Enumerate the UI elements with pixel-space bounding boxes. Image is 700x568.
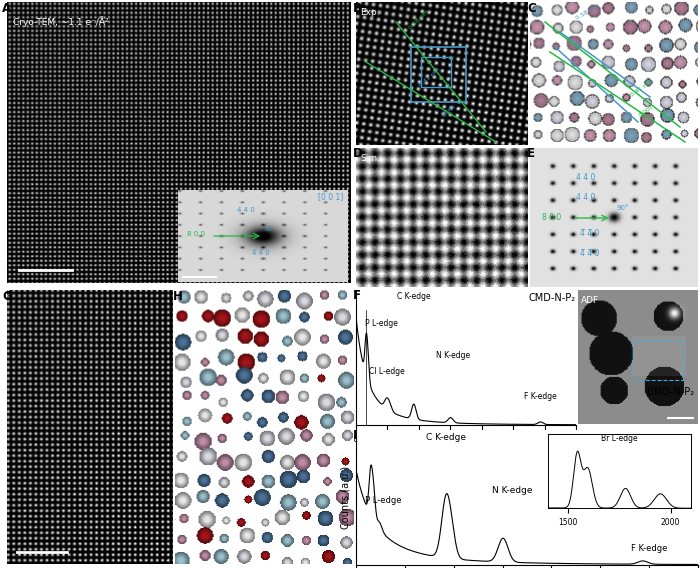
Text: Exp.: Exp. bbox=[360, 8, 379, 17]
Text: Cryo-TEM, ~1.1 e⁻/Å²: Cryo-TEM, ~1.1 e⁻/Å² bbox=[13, 16, 108, 27]
Text: 0.41 nm: 0.41 nm bbox=[418, 67, 440, 88]
Text: 4̅ 4̅ 0: 4̅ 4̅ 0 bbox=[580, 229, 600, 238]
Text: 4 4 0: 4 4 0 bbox=[575, 173, 595, 182]
Text: E: E bbox=[527, 147, 535, 160]
Text: N K-edge: N K-edge bbox=[492, 486, 533, 495]
Text: 8 0 0: 8 0 0 bbox=[188, 231, 205, 237]
Text: CMD-N-P₂: CMD-N-P₂ bbox=[529, 293, 576, 303]
Text: B: B bbox=[353, 2, 362, 15]
Text: [0 0 1]: [0 0 1] bbox=[318, 193, 343, 202]
Text: C K-edge: C K-edge bbox=[397, 292, 430, 301]
Text: 90°: 90° bbox=[265, 227, 276, 232]
Text: P L-edge: P L-edge bbox=[365, 496, 401, 505]
Text: BMD-N-P₂: BMD-N-P₂ bbox=[648, 387, 694, 397]
Text: N K-edge: N K-edge bbox=[436, 351, 470, 360]
Bar bbox=[633, 340, 683, 380]
Text: 0.41 nm: 0.41 nm bbox=[630, 79, 654, 98]
Text: (800): (800) bbox=[638, 105, 655, 118]
Y-axis label: Counts (a.u.): Counts (a.u.) bbox=[342, 328, 351, 387]
Text: A: A bbox=[2, 2, 11, 15]
Text: F: F bbox=[353, 289, 360, 302]
Text: 0.58 nm: 0.58 nm bbox=[575, 4, 600, 21]
Text: P L-edge: P L-edge bbox=[365, 319, 398, 328]
Y-axis label: Counts (a.u.): Counts (a.u.) bbox=[340, 466, 351, 529]
Text: F K-edge: F K-edge bbox=[631, 544, 667, 553]
Text: 4̅ 4̅ 0: 4̅ 4̅ 0 bbox=[580, 249, 600, 258]
Text: 0.58 nm: 0.58 nm bbox=[408, 9, 430, 31]
Text: H: H bbox=[173, 290, 183, 303]
Text: C: C bbox=[527, 2, 536, 15]
Text: 4̅ 4̅ 0: 4̅ 4̅ 0 bbox=[252, 250, 270, 256]
Text: D: D bbox=[353, 147, 363, 160]
Text: ADF: ADF bbox=[581, 296, 599, 305]
Text: C K-edge: C K-edge bbox=[426, 433, 466, 442]
Text: 4 4 0: 4 4 0 bbox=[575, 193, 595, 202]
Text: I: I bbox=[353, 429, 357, 442]
Text: Cl L-edge: Cl L-edge bbox=[369, 367, 405, 377]
Text: (800): (800) bbox=[441, 103, 456, 118]
Text: G: G bbox=[2, 290, 12, 303]
Text: 8 0 0: 8 0 0 bbox=[542, 213, 561, 222]
Text: 4 4 0: 4 4 0 bbox=[237, 207, 254, 214]
Text: Sim.: Sim. bbox=[360, 154, 380, 163]
Text: F K-edge: F K-edge bbox=[524, 392, 557, 401]
Text: 90°: 90° bbox=[617, 205, 629, 211]
X-axis label: Energy loss (eV): Energy loss (eV) bbox=[429, 449, 503, 458]
